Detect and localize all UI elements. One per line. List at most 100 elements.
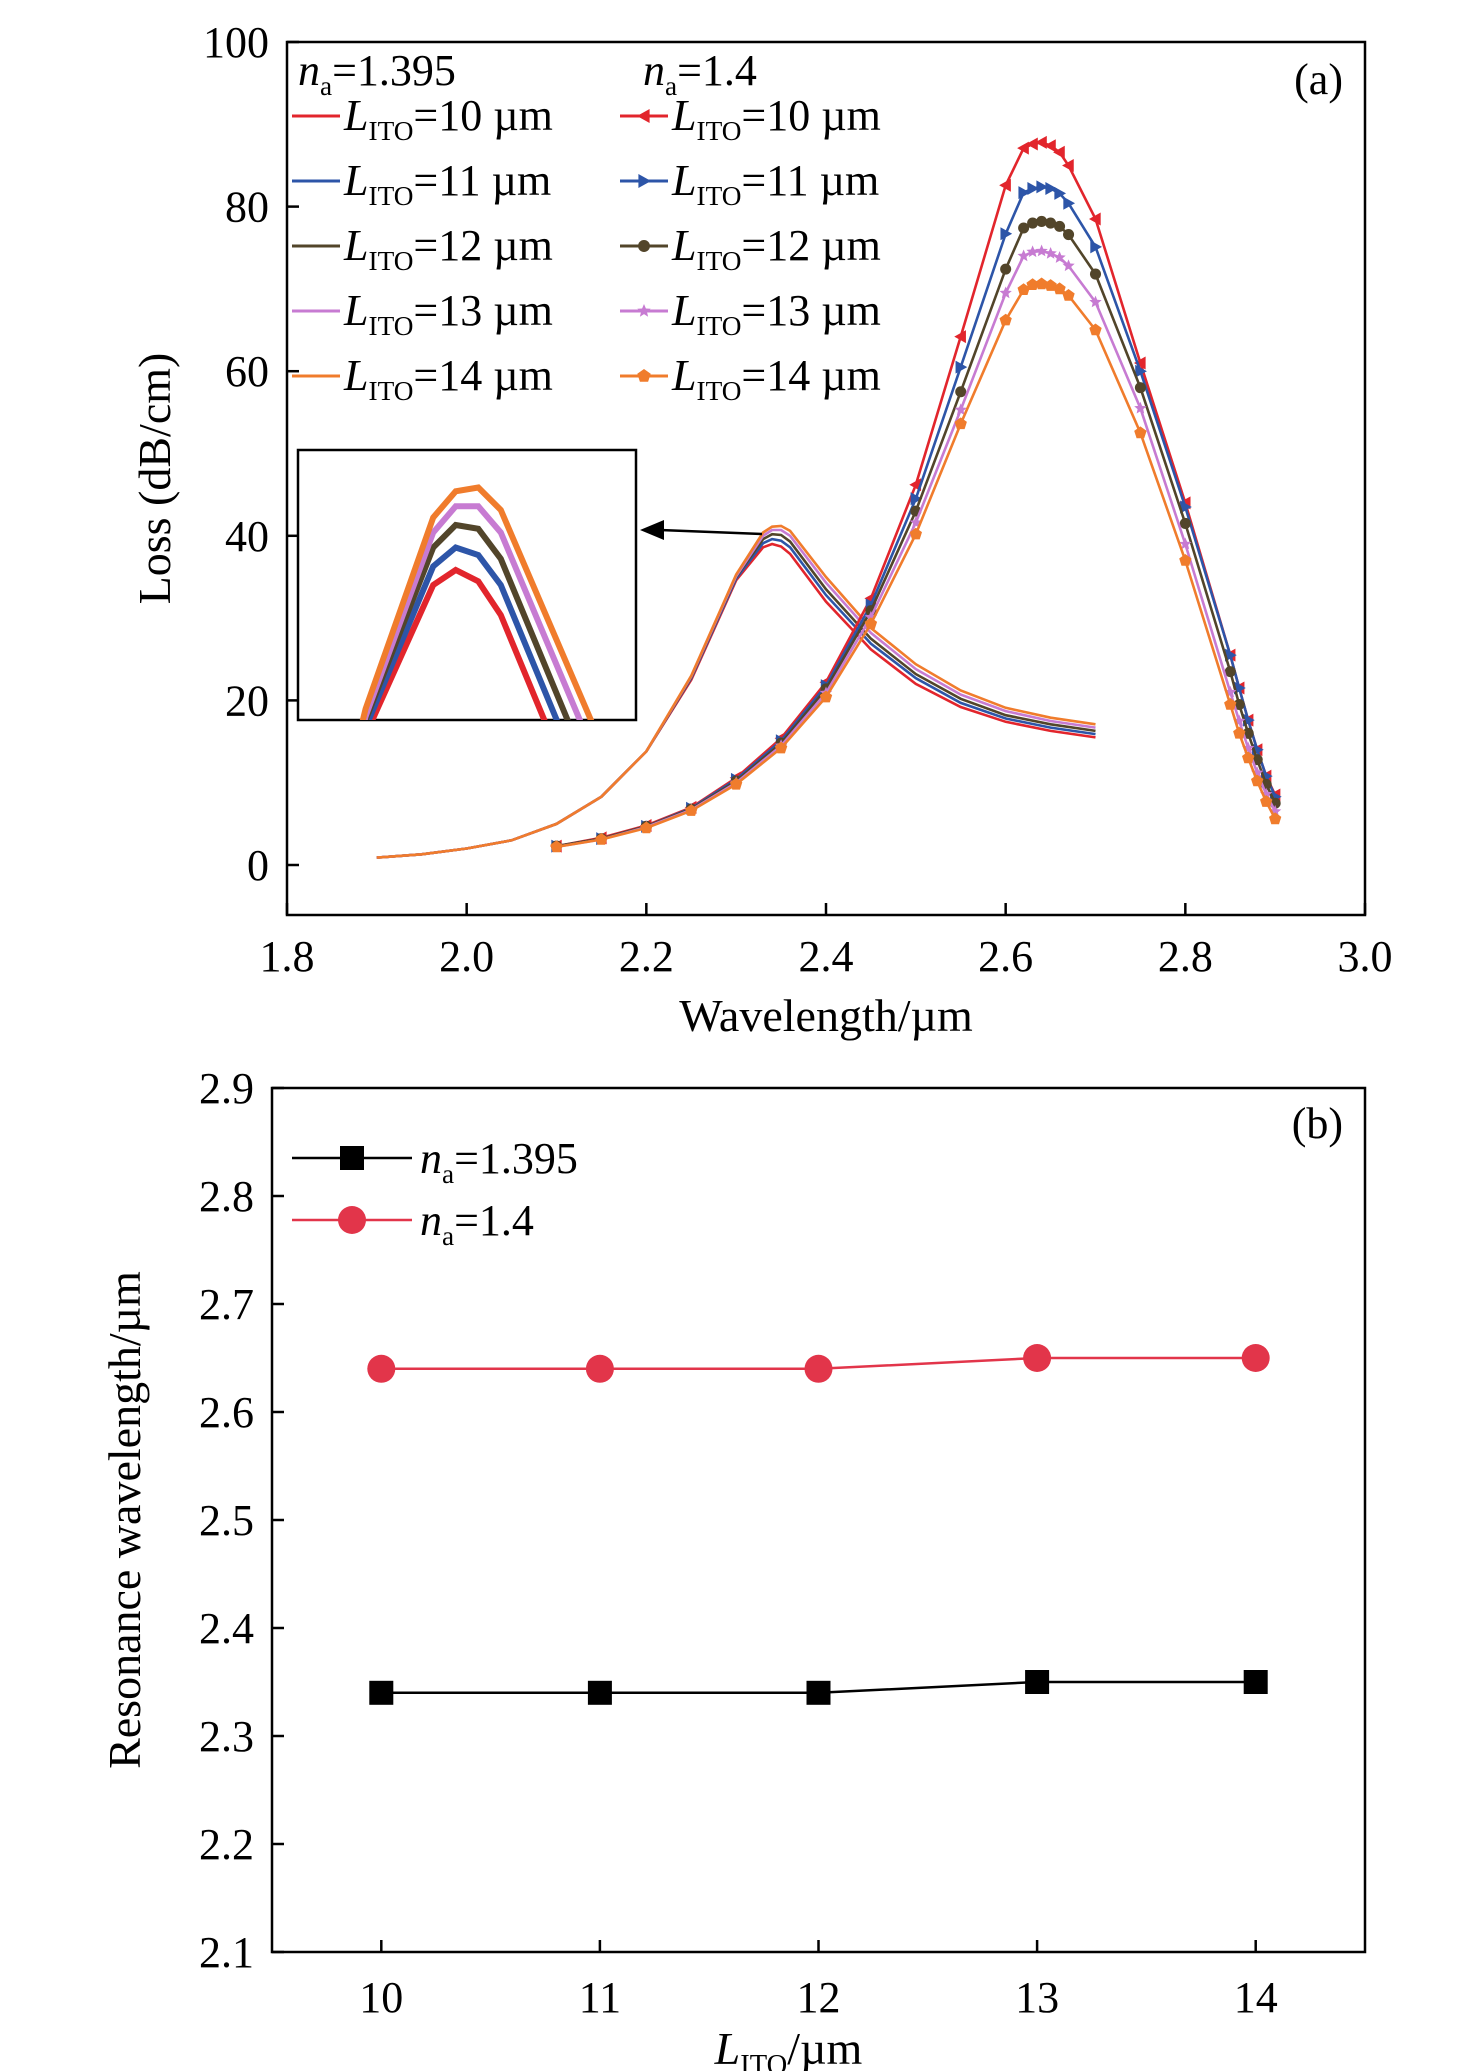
inset-series-line: [362, 521, 571, 720]
x-tick-label: 3.0: [1338, 932, 1393, 981]
data-point: [1000, 227, 1013, 241]
data-point: [1027, 217, 1039, 229]
data-point: [1036, 215, 1048, 227]
y-tick-label: 2.9: [199, 1064, 254, 1113]
y-tick-label: 100: [203, 18, 269, 67]
legend-entry: LITO=13 µm: [671, 286, 881, 341]
data-point: [1179, 517, 1191, 529]
legend-marker: [637, 304, 651, 317]
data-point: [1044, 247, 1057, 259]
legend-entry: LITO=11 µm: [343, 156, 551, 211]
legend-marker: [638, 240, 650, 252]
data-point: [1090, 240, 1102, 254]
data-point: [1054, 220, 1066, 232]
data-point: [1251, 774, 1264, 787]
x-tick-label: 2.2: [619, 932, 674, 981]
data-point: [1135, 364, 1147, 378]
legend-entry: LITO=14 µm: [343, 351, 553, 406]
legend-entry: LITO=13 µm: [343, 286, 553, 341]
data-point: [1233, 726, 1246, 739]
data-point: [367, 1354, 396, 1383]
data-point: [1179, 554, 1192, 566]
data-point: [1017, 141, 1029, 155]
data-point: [954, 417, 967, 430]
data-point: [1045, 181, 1058, 195]
data-point: [1017, 249, 1030, 262]
data-point: [999, 286, 1012, 299]
data-point: [1260, 795, 1273, 807]
y-tick-label: 2.6: [199, 1388, 254, 1437]
data-point: [1134, 401, 1147, 414]
x-tick-label: 12: [797, 1973, 841, 2022]
y-tick-label: 2.2: [199, 1820, 254, 1869]
y-tick-label: 2.1: [199, 1928, 254, 1977]
data-point: [1180, 500, 1192, 514]
inset-series-line: [359, 484, 595, 720]
x-tick-label: 11: [579, 1973, 621, 2022]
data-point: [819, 690, 833, 703]
panel-label-a: (a): [1294, 55, 1343, 104]
panel-b: 10 11 12 13 14 2.1 2.2 2.3 2.4 2.5 2.6 2.7 2.8 2.9 LIT…: [99, 1064, 1367, 2071]
y-tick-label: 40: [225, 512, 269, 561]
y-tick-label: 60: [225, 347, 269, 396]
data-point: [1233, 698, 1245, 711]
legend-marker: [638, 174, 651, 188]
data-point: [1241, 1344, 1270, 1372]
data-point: [1053, 145, 1065, 159]
legend-entry: LITO=10 µm: [671, 91, 881, 146]
inset-arrow-head: [640, 520, 664, 540]
data-point: [1242, 751, 1255, 764]
data-point: [1026, 278, 1039, 290]
data-point: [1269, 812, 1282, 825]
data-point: [955, 386, 967, 398]
y-axis-title: Loss (dB/cm): [129, 353, 180, 605]
data-point: [1089, 323, 1102, 336]
panel-a: 1.8 2.0 2.2 2.4 2.6 2.8 3.0 0 20 40 60 80 100 Wavelen…: [129, 18, 1393, 1041]
data-point: [1062, 289, 1075, 301]
data-point: [1044, 139, 1056, 153]
data-point: [1026, 137, 1038, 151]
data-point: [955, 360, 968, 374]
inset-frame: [296, 448, 638, 722]
legend-marker: [340, 1146, 364, 1170]
x-axis-title: Wavelength/µm: [679, 990, 973, 1041]
data-point: [1243, 1670, 1268, 1694]
legend-entry: na=1.395: [420, 1134, 578, 1189]
data-point: [587, 1680, 612, 1705]
series-line-14-13: [556, 249, 1277, 849]
series-line-1395-14: [376, 524, 1096, 859]
data-point: [909, 527, 922, 540]
data-point: [806, 1680, 831, 1705]
legend-entry: LITO=10 µm: [343, 91, 553, 146]
data-point: [685, 804, 698, 816]
data-point: [1036, 180, 1049, 194]
data-point: [1000, 263, 1012, 275]
x-tick-label: 2.0: [439, 932, 494, 981]
y-tick-label: 2.3: [199, 1712, 254, 1761]
data-point: [999, 178, 1011, 192]
inset: [296, 448, 763, 722]
data-point: [730, 777, 743, 790]
data-point: [1035, 135, 1047, 149]
legend-marker: [338, 1206, 366, 1234]
data-point: [1054, 186, 1067, 200]
y-axis-title: Resonance wavelength/µm: [99, 1271, 150, 1769]
inset-series-line: [365, 544, 560, 720]
data-point: [1053, 282, 1066, 295]
data-point: [1224, 666, 1236, 678]
data-point: [1017, 283, 1030, 295]
data-point: [369, 1680, 394, 1705]
data-point: [1133, 356, 1146, 370]
inset-curves: [359, 484, 595, 720]
data-point: [1044, 279, 1057, 291]
inset-series-line: [369, 566, 548, 720]
legend-entry: na=1.4: [420, 1196, 534, 1251]
data-point: [1063, 229, 1075, 241]
x-tick-label: 13: [1015, 1973, 1059, 2022]
data-point: [640, 821, 653, 834]
data-point: [910, 492, 923, 506]
y-tick-label: 2.7: [199, 1280, 254, 1329]
data-point: [1089, 268, 1102, 280]
x-tick-label: 2.8: [1158, 932, 1213, 981]
